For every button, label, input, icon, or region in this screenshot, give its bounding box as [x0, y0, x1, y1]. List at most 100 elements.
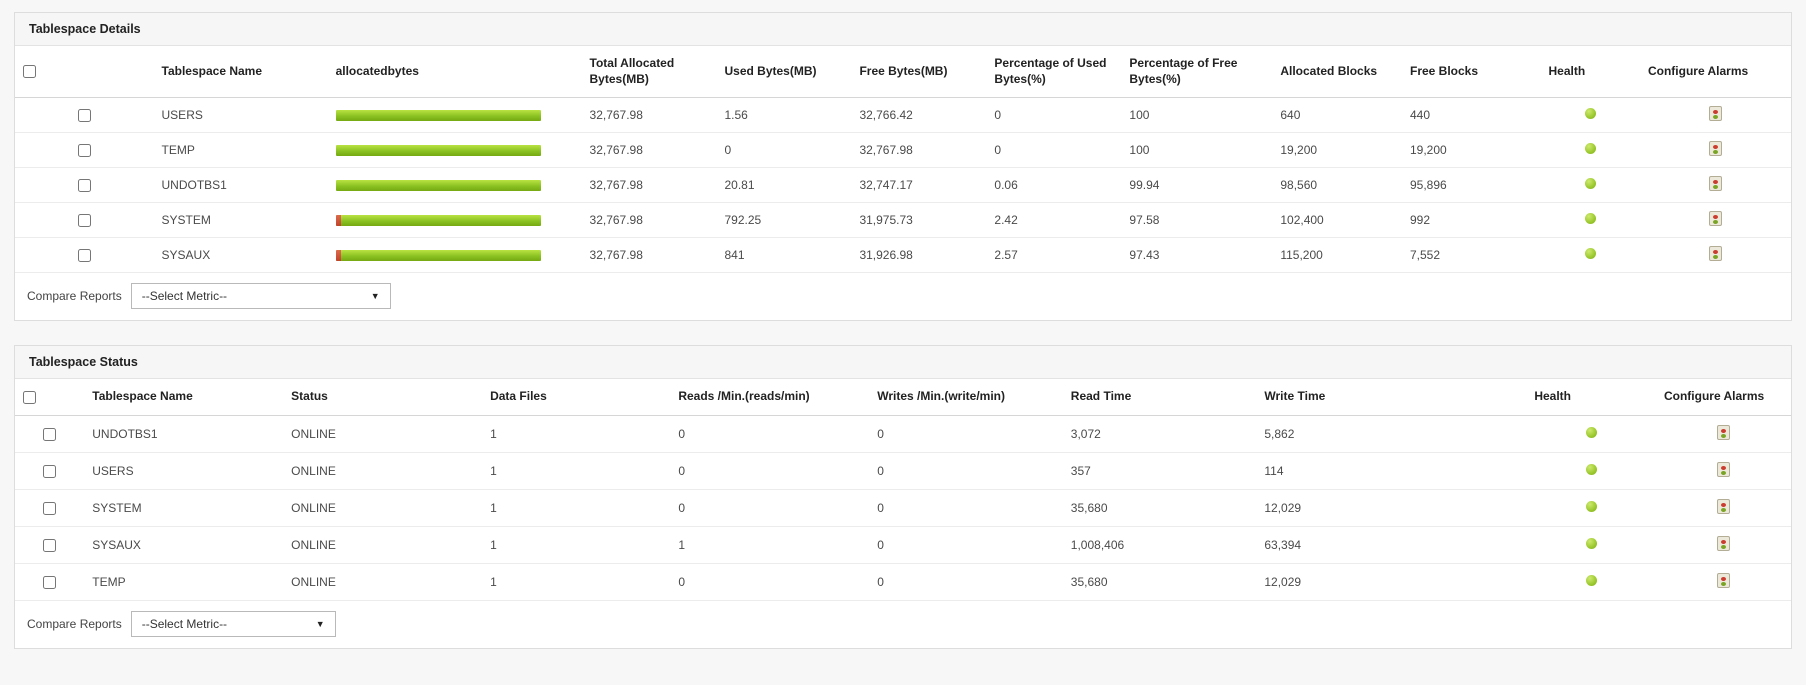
configure-alarms-cell	[1656, 563, 1791, 600]
reads-min-cell: 1	[670, 526, 869, 563]
row-checkbox[interactable]	[43, 576, 56, 589]
row-checkbox[interactable]	[43, 428, 56, 441]
chevron-down-icon: ▼	[316, 619, 325, 629]
configure-alarms-cell	[1640, 133, 1791, 168]
configure-alarms-icon[interactable]	[1709, 176, 1722, 191]
configure-alarms-icon[interactable]	[1717, 425, 1730, 440]
writes-min-cell: 0	[869, 452, 1063, 489]
row-checkbox[interactable]	[43, 502, 56, 515]
metric-select-dropdown[interactable]: --Select Metric-- ▼	[131, 611, 336, 637]
select-all-checkbox[interactable]	[23, 391, 36, 404]
select-all-checkbox[interactable]	[23, 65, 36, 78]
total-allocated-mb-cell: 32,767.98	[582, 238, 717, 273]
free-blocks-cell: 7,552	[1402, 238, 1541, 273]
checkbox-cell	[15, 133, 154, 168]
health-status-icon[interactable]	[1585, 143, 1596, 154]
configure-alarms-cell	[1640, 238, 1791, 273]
allocatedbytes-bar-cell	[328, 168, 582, 203]
configure-alarms-icon[interactable]	[1709, 141, 1722, 156]
read-time-cell: 1,008,406	[1063, 526, 1257, 563]
row-checkbox[interactable]	[78, 109, 91, 122]
allocatedbytes-bar-cell	[328, 203, 582, 238]
write-time-cell: 12,029	[1256, 489, 1526, 526]
row-checkbox[interactable]	[78, 214, 91, 227]
health-status-icon[interactable]	[1585, 248, 1596, 259]
data-files-cell: 1	[482, 526, 670, 563]
status-cell: ONLINE	[283, 563, 482, 600]
health-status-icon[interactable]	[1585, 108, 1596, 119]
configure-alarms-icon[interactable]	[1717, 573, 1730, 588]
metric-select-dropdown[interactable]: --Select Metric-- ▼	[131, 283, 391, 309]
status-cell: ONLINE	[283, 415, 482, 452]
read-time-cell: 35,680	[1063, 563, 1257, 600]
health-status-icon[interactable]	[1586, 538, 1597, 549]
health-status-icon[interactable]	[1586, 501, 1597, 512]
total-allocated-mb-cell: 32,767.98	[582, 98, 717, 133]
row-checkbox[interactable]	[78, 249, 91, 262]
configure-alarms-icon[interactable]	[1717, 462, 1730, 477]
allocatedbytes-used-segment	[336, 250, 341, 261]
configure-alarms-icon[interactable]	[1709, 211, 1722, 226]
health-cell	[1541, 238, 1640, 273]
allocated-blocks-cell: 115,200	[1272, 238, 1402, 273]
checkbox-cell	[15, 415, 84, 452]
reads-min-cell: 0	[670, 415, 869, 452]
row-checkbox[interactable]	[78, 144, 91, 157]
row-checkbox[interactable]	[43, 465, 56, 478]
health-status-icon[interactable]	[1586, 464, 1597, 475]
configure-alarms-cell	[1656, 415, 1791, 452]
health-status-icon[interactable]	[1586, 427, 1597, 438]
configure-alarms-icon[interactable]	[1717, 536, 1730, 551]
configure-alarms-icon[interactable]	[1717, 499, 1730, 514]
allocatedbytes-bar-cell	[328, 133, 582, 168]
checkbox-cell	[15, 238, 154, 273]
read-time-cell: 357	[1063, 452, 1257, 489]
configure-alarms-icon[interactable]	[1709, 106, 1722, 121]
used-mb-cell: 20.81	[716, 168, 851, 203]
allocated-blocks-cell: 102,400	[1272, 203, 1402, 238]
tablespace-name-cell: TEMP	[154, 133, 328, 168]
tablespace-name-cell: SYSTEM	[84, 489, 283, 526]
total-allocated-mb-cell: 32,767.98	[582, 168, 717, 203]
column-header: Health	[1541, 46, 1640, 98]
used-mb-cell: 0	[716, 133, 851, 168]
health-cell	[1526, 415, 1656, 452]
health-status-icon[interactable]	[1585, 178, 1596, 189]
status-cell: ONLINE	[283, 489, 482, 526]
health-cell	[1541, 168, 1640, 203]
checkbox-cell	[15, 563, 84, 600]
health-status-icon[interactable]	[1586, 575, 1597, 586]
column-header: Write Time	[1256, 379, 1526, 415]
row-checkbox[interactable]	[78, 179, 91, 192]
checkbox-cell	[15, 203, 154, 238]
row-checkbox[interactable]	[43, 539, 56, 552]
reads-min-cell: 0	[670, 452, 869, 489]
compare-reports-label: Compare Reports	[27, 289, 122, 303]
configure-alarms-cell	[1656, 452, 1791, 489]
column-header: Percentage of Used Bytes(%)	[986, 46, 1121, 98]
health-cell	[1541, 203, 1640, 238]
select-all-header-cell	[15, 46, 154, 98]
write-time-cell: 12,029	[1256, 563, 1526, 600]
configure-alarms-cell	[1640, 203, 1791, 238]
free-blocks-cell: 440	[1402, 98, 1541, 133]
health-status-icon[interactable]	[1585, 213, 1596, 224]
total-allocated-mb-cell: 32,767.98	[582, 203, 717, 238]
column-header: allocatedbytes	[328, 46, 582, 98]
read-time-cell: 35,680	[1063, 489, 1257, 526]
reads-min-cell: 0	[670, 563, 869, 600]
writes-min-cell: 0	[869, 415, 1063, 452]
configure-alarms-icon[interactable]	[1709, 246, 1722, 261]
column-header: Reads /Min.(reads/min)	[670, 379, 869, 415]
compare-reports-row-details: Compare Reports --Select Metric-- ▼	[15, 273, 1791, 320]
column-header: Configure Alarms	[1656, 379, 1791, 415]
